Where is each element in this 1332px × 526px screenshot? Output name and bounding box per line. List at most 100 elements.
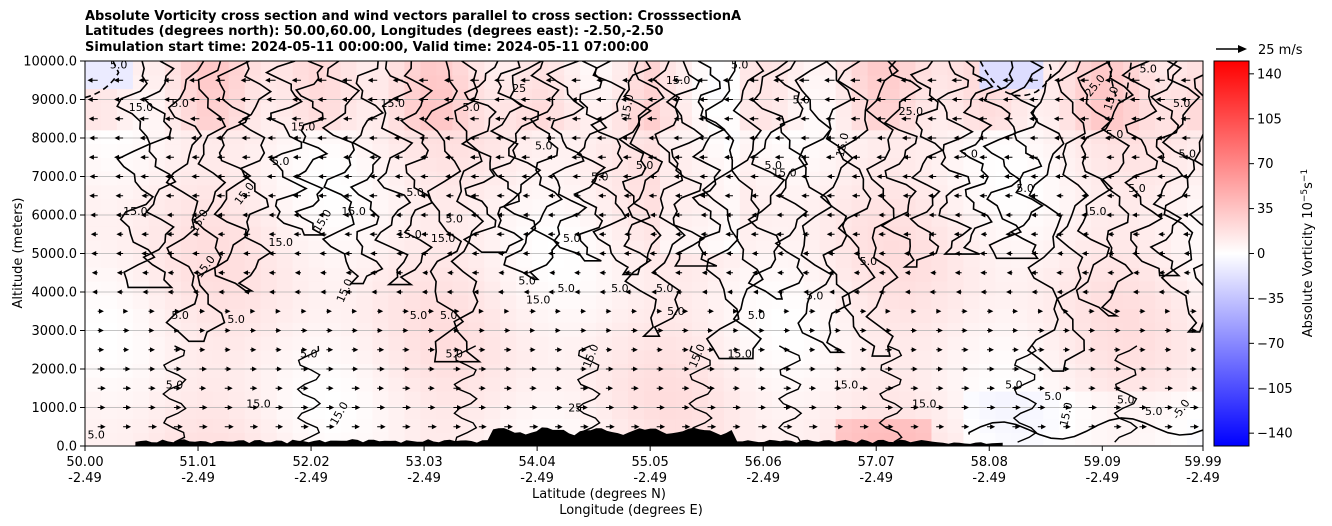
wind-vector <box>1031 212 1037 218</box>
field-cell <box>675 157 693 172</box>
contour-line <box>453 345 478 443</box>
field-cell <box>276 322 294 337</box>
field-cell <box>1187 308 1203 323</box>
wind-vector <box>978 135 984 141</box>
field-cell <box>883 349 901 365</box>
wind-vector <box>928 251 934 256</box>
field-cell <box>644 336 661 351</box>
field-cell <box>628 349 645 365</box>
field-cell <box>867 212 885 227</box>
field-cell <box>244 198 262 213</box>
wind-vector <box>647 154 653 160</box>
field-cell <box>1075 418 1092 433</box>
field-cell <box>1139 184 1156 200</box>
wind-vector <box>989 385 995 391</box>
wind-vector <box>268 251 274 256</box>
field-cell <box>691 102 709 117</box>
wind-vector <box>504 308 510 314</box>
wind-vector <box>684 366 690 372</box>
field-cell <box>436 418 453 433</box>
field-cell <box>276 363 294 378</box>
field-cell <box>675 239 693 255</box>
field-cell <box>819 116 837 131</box>
wind-vector <box>89 174 95 179</box>
field-cell <box>979 267 996 282</box>
field-cell <box>915 322 933 337</box>
field-cell <box>164 157 182 172</box>
wind-vector <box>430 405 436 410</box>
wind-vector <box>420 193 426 199</box>
field-cell <box>1123 157 1140 172</box>
field-cell <box>356 267 374 282</box>
field-cell <box>1139 322 1156 337</box>
field-cell <box>675 349 693 365</box>
field-cell <box>803 143 821 158</box>
field-cell <box>1011 212 1028 227</box>
wind-vector <box>650 212 656 218</box>
field-cell <box>596 157 613 172</box>
field-cell <box>1139 129 1156 145</box>
field-cell <box>947 267 965 282</box>
wind-vector <box>141 251 147 256</box>
field-cell <box>548 267 565 282</box>
wind-vector <box>598 212 604 218</box>
field-cell <box>1011 116 1028 131</box>
wind-vector <box>861 328 867 333</box>
field-cell <box>500 157 517 172</box>
field-cell <box>292 308 310 323</box>
field-cell <box>1059 116 1076 131</box>
wind-vector <box>902 154 908 160</box>
field-cell <box>867 226 885 241</box>
field-cell <box>324 363 342 378</box>
y-tick-label: 2000.0 <box>32 363 78 378</box>
field-cell <box>228 363 246 378</box>
field-cell <box>915 308 933 323</box>
wind-vector <box>1116 424 1122 430</box>
field-cell <box>1155 253 1172 268</box>
field-cell <box>1043 418 1060 433</box>
field-cell <box>644 198 661 213</box>
field-cell <box>1075 102 1092 117</box>
wind-vector <box>367 116 373 122</box>
field-cell <box>356 184 374 200</box>
wind-vector <box>1013 328 1019 333</box>
field-cell <box>819 308 837 323</box>
field-cell <box>691 74 709 90</box>
wind-vector <box>598 174 604 179</box>
field-cell <box>484 363 501 378</box>
field-cell <box>915 157 933 172</box>
wind-vector <box>659 405 665 410</box>
field-cell <box>963 212 980 227</box>
wind-vector <box>775 193 781 199</box>
field-cell <box>851 74 869 90</box>
field-cell <box>1107 143 1124 158</box>
field-cell <box>803 267 821 282</box>
field-cell <box>404 391 421 406</box>
contour-line <box>296 345 322 443</box>
wind-vector <box>724 154 730 160</box>
x-tick-label-lat: 57.07 <box>858 455 895 470</box>
contour-label: 5.0 <box>406 186 424 199</box>
wind-vector <box>1116 405 1122 410</box>
field-cell <box>148 267 166 282</box>
wind-vector <box>368 135 374 141</box>
contour-label: 5.0 <box>611 282 629 295</box>
field-cell <box>356 418 374 433</box>
field-cell <box>1187 294 1203 310</box>
wind-vector <box>571 154 577 160</box>
field-cell <box>707 239 725 255</box>
field-cell <box>947 432 965 446</box>
field-cell <box>851 391 869 406</box>
wind-vector <box>141 193 147 199</box>
field-cell <box>308 129 326 145</box>
field-cell <box>596 349 613 365</box>
field-cell <box>308 61 326 76</box>
wind-vector <box>176 366 182 372</box>
field-cell <box>564 253 581 268</box>
field-cell <box>915 226 933 241</box>
field-cell <box>612 129 629 145</box>
wind-vector <box>469 97 475 102</box>
field-cell <box>356 391 374 406</box>
field-cell <box>755 171 773 186</box>
contour-label: 5.0 <box>1173 97 1191 110</box>
